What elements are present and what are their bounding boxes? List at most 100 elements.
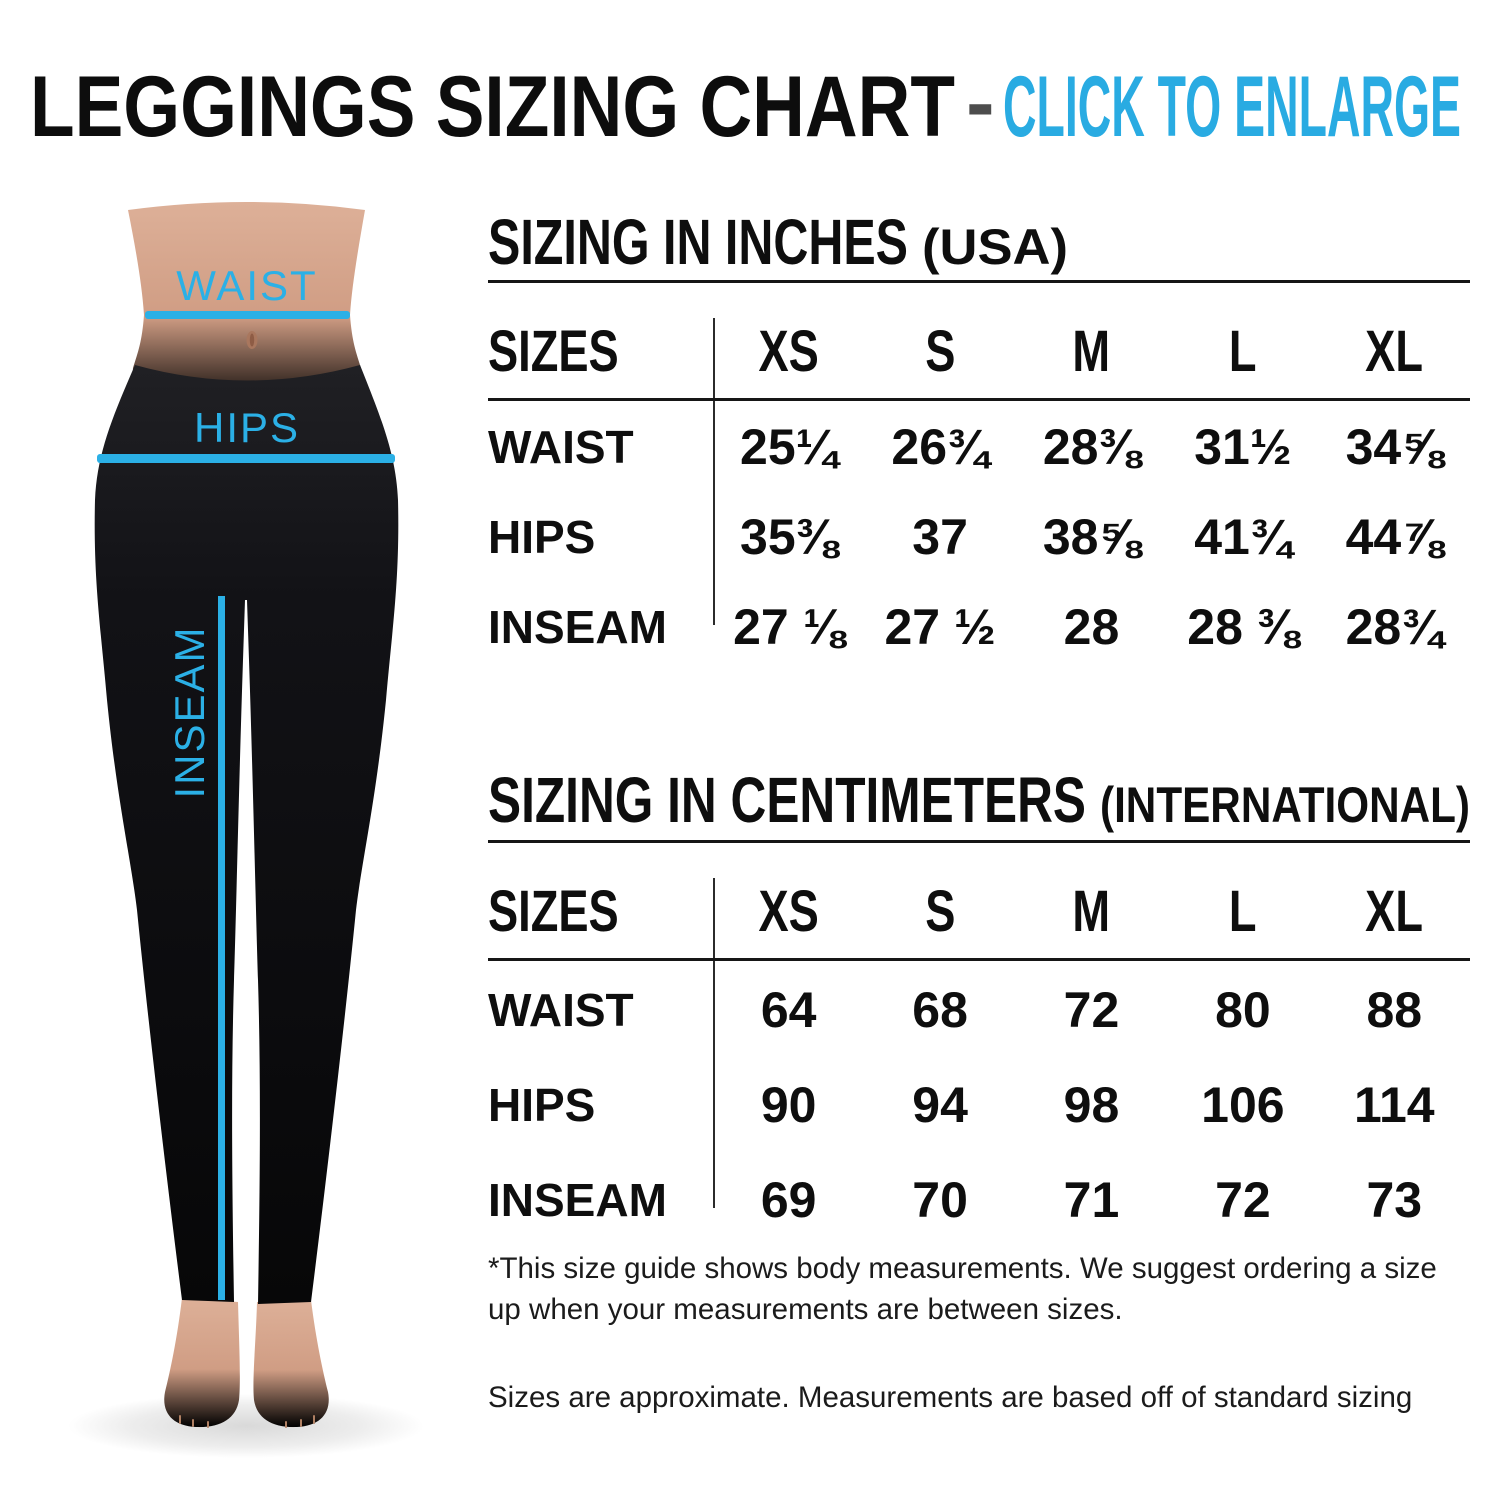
header-row: SIZES XS S M L XL: [488, 867, 1470, 955]
inseam-measure-line: [218, 596, 225, 1300]
table-cell: 38⅝: [1042, 509, 1141, 565]
leggings-figure-illustration: WAIST HIPS INSEAM: [68, 202, 424, 1458]
table-cell: 44⅞: [1345, 509, 1443, 565]
table-cell: 28¾: [1345, 599, 1443, 655]
table-cell: 70: [912, 1171, 968, 1228]
table-cell: 41¾: [1194, 509, 1292, 565]
torso: [128, 202, 365, 410]
table-heading: SIZING IN CENTIMETERS: [488, 770, 1086, 836]
table-cell: 98: [1063, 1076, 1120, 1133]
column-header-m: M: [1016, 878, 1167, 945]
column-header-m: M: [1016, 318, 1167, 385]
table-cell: 34⅝: [1345, 419, 1443, 475]
column-divider-line: [713, 318, 715, 625]
row-label: WAIST: [488, 983, 634, 1036]
cm-table-heading-block: SIZING IN CENTIMETERS (INTERNATIONAL): [488, 770, 1470, 836]
table-cell: 68: [912, 981, 968, 1038]
column-header-label: SIZES: [488, 878, 619, 944]
column-header-xl: XL: [1319, 318, 1470, 385]
table-cell: 25¼: [740, 419, 838, 475]
leggings: [94, 365, 399, 1304]
column-header-label: SIZES: [488, 318, 619, 384]
inseam-label: INSEAM: [166, 625, 213, 798]
title-rule: [488, 280, 1470, 283]
table-cell: 71: [1063, 1171, 1120, 1228]
hips-label: HIPS: [194, 404, 300, 451]
ground-shadow: [68, 1394, 424, 1458]
footnotes: *This size guide shows body measurements…: [488, 1248, 1443, 1432]
table-cell: 106: [1201, 1076, 1285, 1133]
left-foot: [164, 1298, 240, 1428]
table-cell: 28: [1063, 599, 1120, 655]
title-rule: [488, 840, 1470, 843]
inches-table: SIZING IN INCHES (USA) SIZES XS S M L XL…: [488, 212, 1470, 682]
table-cell: 26¾: [891, 419, 989, 475]
click-to-enlarge-link[interactable]: CLICK TO ENLARGE: [1003, 59, 1461, 154]
table-cell: 88: [1366, 981, 1423, 1038]
table-cell: 90: [760, 1076, 817, 1133]
waist-label: WAIST: [176, 262, 317, 309]
table-cell: 31½: [1194, 419, 1292, 475]
table-cell: 28⅜: [1042, 419, 1141, 475]
row-label: HIPS: [488, 511, 596, 563]
hips-measure-line: [97, 454, 395, 463]
table-cell: 37: [912, 509, 968, 565]
table-row-waist: WAIST 25¼ 26¾ 28⅜ 31½ 34⅝: [488, 402, 1470, 492]
column-header-label: S: [925, 878, 956, 944]
table-row-waist: WAIST 64 68 72 80 88: [488, 962, 1470, 1057]
table-cell: 73: [1366, 1171, 1423, 1228]
table-row-hips: HIPS 35⅜ 37 38⅝ 41¾ 44⅞: [488, 492, 1470, 582]
header-rule: [488, 398, 1470, 401]
row-label: HIPS: [488, 1078, 596, 1131]
right-foot: [253, 1300, 329, 1428]
row-label: WAIST: [488, 421, 634, 473]
column-header-label: XL: [1365, 878, 1424, 944]
column-header-s: S: [864, 878, 1015, 945]
table-heading-suffix: (INTERNATIONAL): [1100, 777, 1470, 833]
table-body: WAIST 25¼ 26¾ 28⅜ 31½ 34⅝ HIPS 35⅜ 37 38…: [488, 402, 1470, 672]
note-body-measurements: *This size guide shows body measurements…: [488, 1252, 1437, 1327]
waist-measure-line: [145, 311, 350, 319]
table-cell: 27 ½: [884, 599, 996, 655]
table-cell: 114: [1353, 1076, 1435, 1133]
column-header-l: L: [1167, 878, 1318, 945]
column-header-sizes: SIZES: [488, 318, 713, 385]
column-header-label: M: [1072, 318, 1111, 384]
toe-lines: [179, 1415, 315, 1428]
table-body: WAIST 64 68 72 80 88 HIPS 90 94 98 106 1…: [488, 962, 1470, 1247]
page-title: LEGGINGS SIZING CHART: [30, 59, 955, 154]
column-header-sizes: SIZES: [488, 878, 713, 945]
column-divider-line: [713, 878, 715, 1208]
row-label: INSEAM: [488, 601, 667, 653]
column-header-label: XS: [758, 878, 819, 944]
table-cell: 80: [1215, 981, 1271, 1038]
centimeters-table: SIZING IN CENTIMETERS (INTERNATIONAL) SI…: [488, 770, 1470, 1250]
table-cell: 69: [760, 1171, 817, 1228]
column-header-xs: XS: [713, 318, 864, 385]
note-sizes-approximate: Sizes are approximate. Measurements are …: [488, 1380, 1413, 1414]
title-separator: -: [966, 58, 995, 151]
table-cell: 28 ⅜: [1187, 599, 1299, 655]
table-cell: 27 ⅛: [733, 599, 845, 655]
table-heading: SIZING IN INCHES: [488, 212, 908, 278]
column-header-label: XS: [758, 318, 819, 384]
table-cell: 64: [760, 981, 817, 1038]
header-rule: [488, 958, 1470, 961]
column-header-xs: XS: [713, 878, 864, 945]
column-header-s: S: [864, 318, 1015, 385]
table-cell: 35⅜: [740, 509, 838, 565]
column-header-label: S: [925, 318, 956, 384]
column-header-label: L: [1229, 878, 1257, 944]
table-cell: 72: [1063, 981, 1120, 1038]
column-header-label: M: [1072, 878, 1111, 944]
navel-shade: [249, 333, 255, 347]
table-heading-suffix: (USA): [922, 219, 1068, 275]
table-row-hips: HIPS 90 94 98 106 114: [488, 1057, 1470, 1152]
table-row-inseam: INSEAM 69 70 71 72 73: [488, 1152, 1470, 1247]
header-row: SIZES XS S M L XL: [488, 307, 1470, 395]
inches-table-heading-block: SIZING IN INCHES (USA): [488, 212, 1068, 278]
column-header-label: L: [1229, 318, 1257, 384]
table-cell: 72: [1215, 1171, 1271, 1228]
table-row-inseam: INSEAM 27 ⅛ 27 ½ 28 28 ⅜ 28¾: [488, 582, 1470, 672]
